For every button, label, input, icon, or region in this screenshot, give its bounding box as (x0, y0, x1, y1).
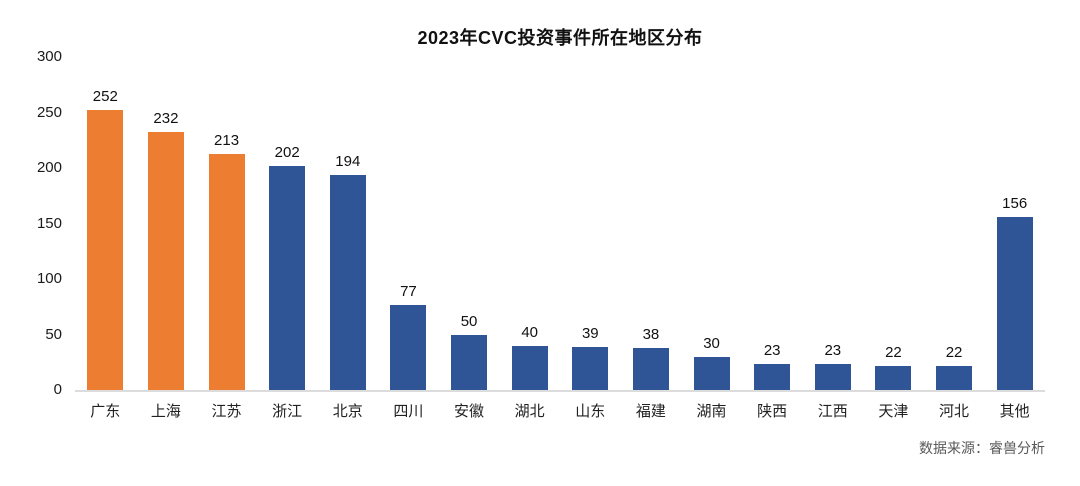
bar (936, 365, 973, 390)
bar (875, 365, 912, 390)
bar (511, 345, 548, 390)
bar-value-label: 252 (92, 88, 118, 106)
bar (814, 364, 851, 390)
bar (754, 364, 791, 390)
y-axis: 0 50 100 150 200 250 300 (0, 48, 62, 398)
y-tick-label: 100 (36, 270, 62, 287)
x-category-label: 四川 (393, 403, 424, 420)
x-category-label: 天津 (878, 403, 909, 420)
bar-value-label: 39 (581, 324, 599, 342)
chart-title: 2023年CVC投资事件所在地区分布 (417, 28, 703, 48)
bar-slot: 23 (803, 57, 864, 390)
bar-value-label: 22 (885, 343, 902, 361)
y-tick-label: 0 (53, 381, 62, 398)
x-category-label: 山东 (575, 403, 606, 420)
bar (693, 356, 730, 390)
y-tick-label: 50 (45, 325, 62, 343)
x-category-label: 上海 (150, 403, 181, 420)
x-category-label: 江苏 (211, 403, 242, 420)
bar-slot: 30 (681, 57, 742, 390)
bar-value-label: 77 (400, 282, 417, 300)
bar-slot: 252 (75, 57, 136, 390)
bar (451, 334, 488, 390)
bar (632, 347, 669, 390)
bar-slot: 22 (924, 57, 985, 390)
bar-slot: 22 (863, 57, 924, 390)
bar-value-label: 156 (1002, 194, 1028, 212)
bar-slot: 40 (499, 57, 560, 390)
x-category-label: 安徽 (454, 403, 485, 420)
bar-value-label: 40 (521, 323, 539, 341)
bar-value-label: 23 (824, 342, 842, 360)
x-category-label: 北京 (332, 403, 363, 420)
bar-value-label: 213 (214, 131, 240, 149)
bar-slot: 213 (196, 57, 257, 390)
data-source-note: 数据来源：睿兽分析 (919, 440, 1045, 456)
bar-value-label: 202 (274, 143, 300, 161)
y-tick-label: 250 (36, 103, 62, 121)
y-tick-label: 300 (36, 48, 62, 65)
bar-value-label: 194 (335, 152, 361, 170)
x-category-label: 河北 (939, 403, 970, 420)
bar-value-label: 30 (703, 334, 720, 352)
bar-slot: 232 (136, 57, 197, 390)
bar-value-label: 38 (642, 325, 660, 343)
x-axis-labels: 广东 上海 江苏 浙江 北京 四川 安徽 湖北 山东 福建 湖南 陕西 江西 天津 河北 其他 (75, 400, 1045, 421)
x-category-label: 江西 (817, 403, 848, 420)
bar-slot: 77 (378, 57, 439, 390)
x-category-label: 其他 (999, 403, 1030, 420)
x-category-label: 湖北 (514, 403, 545, 420)
y-tick-label: 200 (36, 159, 62, 176)
bar-slot: 50 (439, 57, 500, 390)
bar (269, 165, 306, 390)
bar (87, 110, 124, 390)
bar-value-label: 22 (945, 343, 963, 361)
bar-slot: 194 (318, 57, 379, 390)
x-category-label: 陕西 (757, 403, 788, 420)
x-category-label: 广东 (90, 403, 121, 420)
bar (390, 304, 427, 390)
plot-area: 252 232 213 202 194 77 50 40 39 38 30 23 23 22 22 156 (75, 57, 1045, 392)
bar-slot: 39 (560, 57, 621, 390)
bar-slot: 23 (742, 57, 803, 390)
x-category-label: 湖南 (696, 403, 727, 420)
x-category-label: 浙江 (272, 403, 303, 420)
x-category-label: 福建 (635, 403, 666, 420)
bar-value-label: 232 (153, 110, 179, 128)
bar (208, 153, 245, 390)
bar-value-label: 23 (763, 342, 781, 360)
bar (147, 132, 184, 390)
bar-slot: 38 (621, 57, 682, 390)
bar-value-label: 50 (460, 312, 478, 330)
y-tick-label: 150 (36, 214, 62, 232)
bar-slot: 202 (257, 57, 318, 390)
bar-slot: 156 (984, 57, 1045, 390)
bar (996, 216, 1033, 390)
bar (572, 346, 609, 390)
bar (329, 174, 366, 390)
